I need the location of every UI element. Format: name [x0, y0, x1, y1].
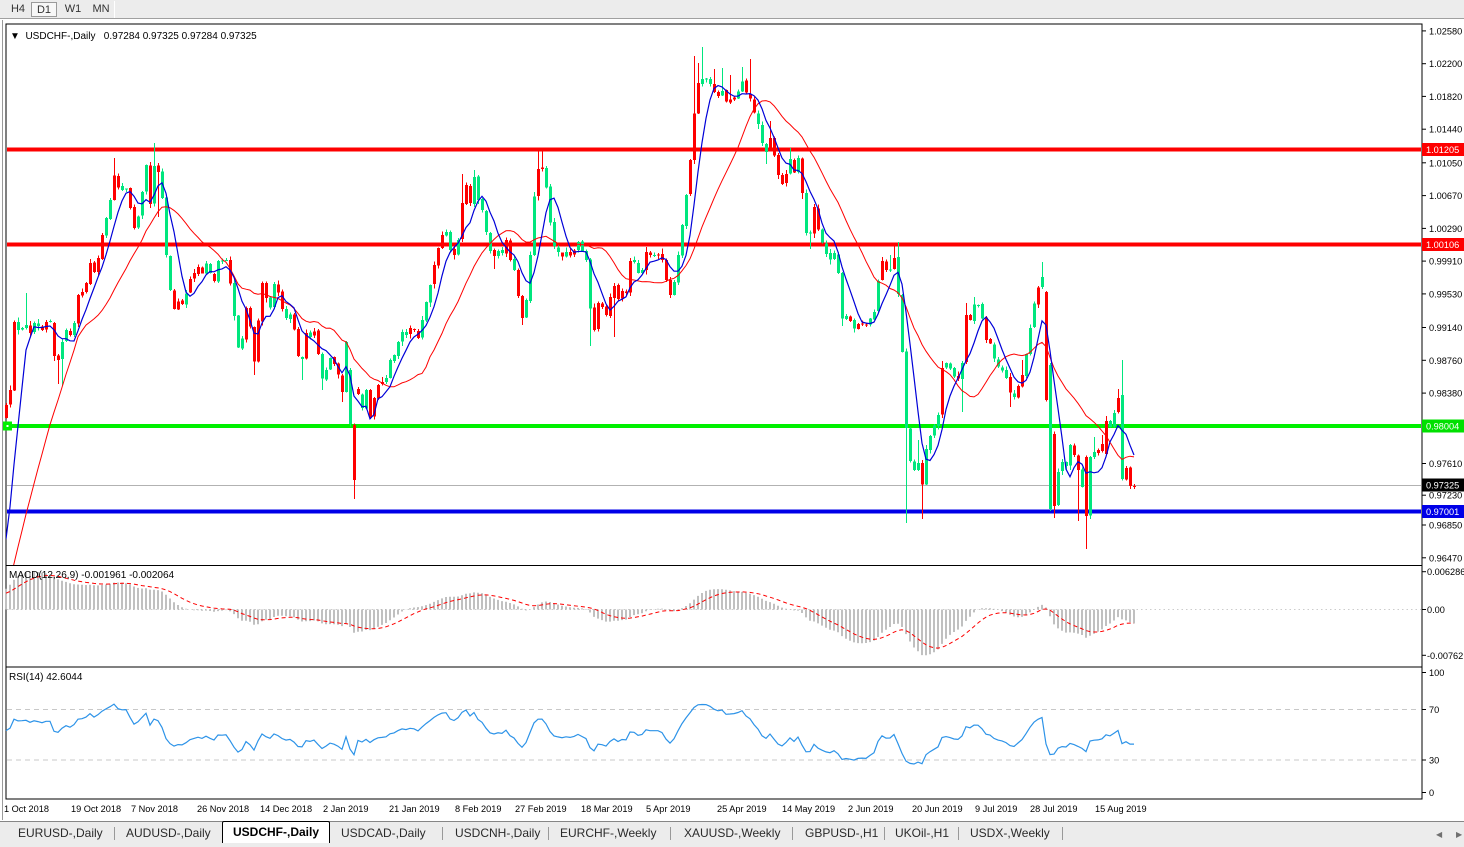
svg-text:9 Jul 2019: 9 Jul 2019: [975, 804, 1017, 814]
svg-text:20 Jun 2019: 20 Jun 2019: [912, 804, 963, 814]
svg-text:1.00670: 1.00670: [1429, 191, 1462, 201]
svg-text:▼ USDCHF-,Daily 0.97284 0.9: ▼ USDCHF-,Daily 0.97284 0.97325 0.97284 …: [10, 31, 257, 42]
svg-text:1.00106: 1.00106: [1426, 240, 1459, 250]
svg-text:0.98380: 0.98380: [1429, 389, 1462, 399]
svg-text:0.99910: 0.99910: [1429, 257, 1462, 267]
svg-text:-0.00762: -0.00762: [1427, 651, 1463, 661]
svg-text:1 Oct 2018: 1 Oct 2018: [4, 804, 49, 814]
svg-text:5 Apr 2019: 5 Apr 2019: [646, 804, 690, 814]
svg-text:1.01440: 1.01440: [1429, 125, 1462, 135]
svg-text:0.98760: 0.98760: [1429, 356, 1462, 366]
svg-text:21 Jan 2019: 21 Jan 2019: [389, 804, 440, 814]
svg-text:25 Apr 2019: 25 Apr 2019: [717, 804, 767, 814]
svg-text:15 Aug 2019: 15 Aug 2019: [1095, 804, 1147, 814]
svg-text:1.00290: 1.00290: [1429, 224, 1462, 234]
svg-text:0: 0: [1429, 788, 1434, 798]
svg-text:0.97230: 0.97230: [1429, 491, 1462, 501]
svg-text:0.00: 0.00: [1427, 605, 1445, 615]
svg-text:70: 70: [1429, 705, 1439, 715]
svg-text:0.97610: 0.97610: [1429, 459, 1462, 469]
svg-text:MACD(12,26,9) -0.001961 -0.002: MACD(12,26,9) -0.001961 -0.002064: [9, 570, 175, 581]
svg-text:30: 30: [1429, 756, 1439, 766]
svg-text:8 Feb 2019: 8 Feb 2019: [455, 804, 502, 814]
svg-text:0.96470: 0.96470: [1429, 553, 1462, 563]
svg-text:1.01050: 1.01050: [1429, 158, 1462, 168]
svg-text:7 Nov 2018: 7 Nov 2018: [131, 804, 178, 814]
svg-text:26 Nov 2018: 26 Nov 2018: [197, 804, 249, 814]
svg-text:100: 100: [1429, 668, 1444, 678]
svg-text:27 Feb 2019: 27 Feb 2019: [515, 804, 567, 814]
svg-text:1.02200: 1.02200: [1429, 59, 1462, 69]
svg-text:0.98004: 0.98004: [1426, 422, 1459, 432]
svg-text:2 Jun 2019: 2 Jun 2019: [848, 804, 893, 814]
svg-text:18 Mar 2019: 18 Mar 2019: [581, 804, 633, 814]
svg-text:0.97001: 0.97001: [1426, 507, 1459, 517]
svg-text:28 Jul 2019: 28 Jul 2019: [1030, 804, 1078, 814]
svg-text:1.01820: 1.01820: [1429, 92, 1462, 102]
svg-text:14 Dec 2018: 14 Dec 2018: [260, 804, 312, 814]
svg-text:0.99530: 0.99530: [1429, 289, 1462, 299]
svg-text:0.99140: 0.99140: [1429, 323, 1462, 333]
svg-text:0.006286: 0.006286: [1427, 567, 1464, 577]
svg-text:1.01205: 1.01205: [1426, 145, 1459, 155]
svg-text:RSI(14) 42.6044: RSI(14) 42.6044: [9, 672, 83, 683]
svg-text:14 May 2019: 14 May 2019: [782, 804, 835, 814]
svg-text:1.02580: 1.02580: [1429, 26, 1462, 36]
svg-text:2 Jan 2019: 2 Jan 2019: [323, 804, 368, 814]
svg-text:0.96850: 0.96850: [1429, 521, 1462, 531]
svg-text:0.97325: 0.97325: [1426, 481, 1459, 491]
svg-text:19 Oct 2018: 19 Oct 2018: [71, 804, 121, 814]
